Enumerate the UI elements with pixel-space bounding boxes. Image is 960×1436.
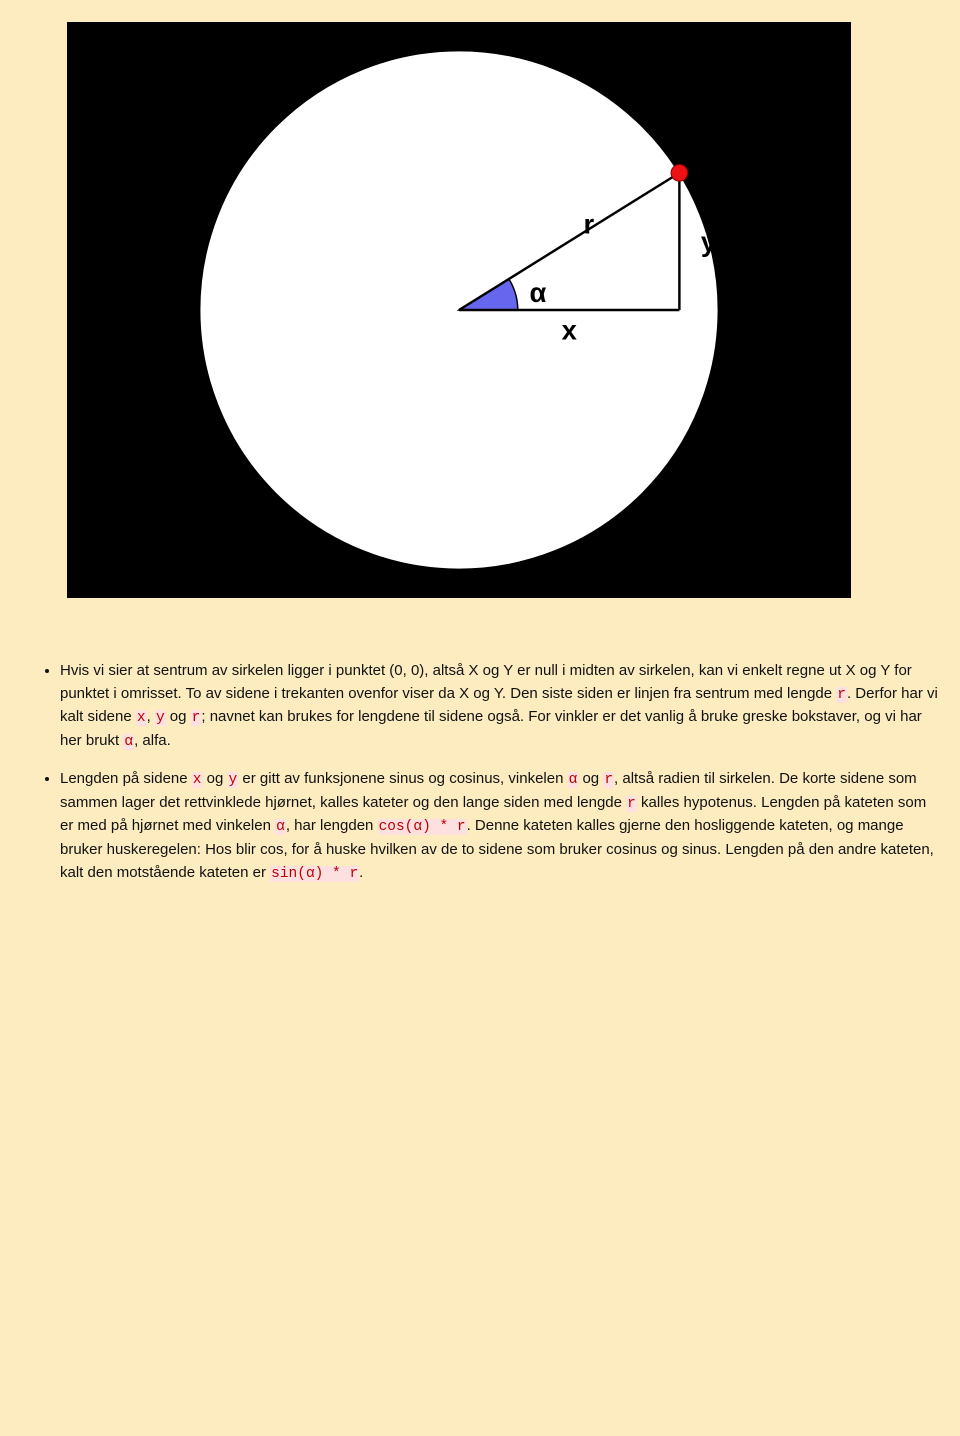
paragraph-2: Lengden på sidene x og y er gitt av funk… <box>60 768 938 886</box>
svg-text:y: y <box>701 226 717 257</box>
text: er gitt av funksjonene sinus og cosinus,… <box>238 770 567 787</box>
code-r: r <box>191 710 202 726</box>
svg-text:x: x <box>562 314 578 345</box>
code-sin: sin(α) * r <box>270 866 359 882</box>
text: , <box>147 708 155 725</box>
code-r: r <box>836 687 847 703</box>
code-cos: cos(α) * r <box>378 819 467 835</box>
code-alpha: α <box>275 819 286 835</box>
code-x: x <box>192 772 203 788</box>
code-alpha: α <box>568 772 579 788</box>
code-x: x <box>136 710 147 726</box>
explanation-list: Hvis vi sier at sentrum av sirkelen ligg… <box>22 660 938 885</box>
text: , alfa. <box>134 732 171 749</box>
code-r: r <box>603 772 614 788</box>
text: Hvis vi sier at sentrum av sirkelen ligg… <box>60 662 912 702</box>
text: og <box>578 770 603 787</box>
text: og <box>203 770 228 787</box>
text: og <box>166 708 191 725</box>
code-y: y <box>228 772 239 788</box>
svg-text:r: r <box>583 209 594 240</box>
text: , har lengden <box>286 817 378 834</box>
text: . <box>359 864 363 881</box>
code-alpha: α <box>123 734 134 750</box>
circle-diagram-frame: r x y α <box>67 22 851 598</box>
code-y: y <box>155 710 166 726</box>
circle-diagram: r x y α <box>77 32 841 588</box>
text: Lengden på sidene <box>60 770 192 787</box>
code-r: r <box>626 796 637 812</box>
svg-text:α: α <box>530 277 547 308</box>
paragraph-1: Hvis vi sier at sentrum av sirkelen ligg… <box>60 660 938 754</box>
